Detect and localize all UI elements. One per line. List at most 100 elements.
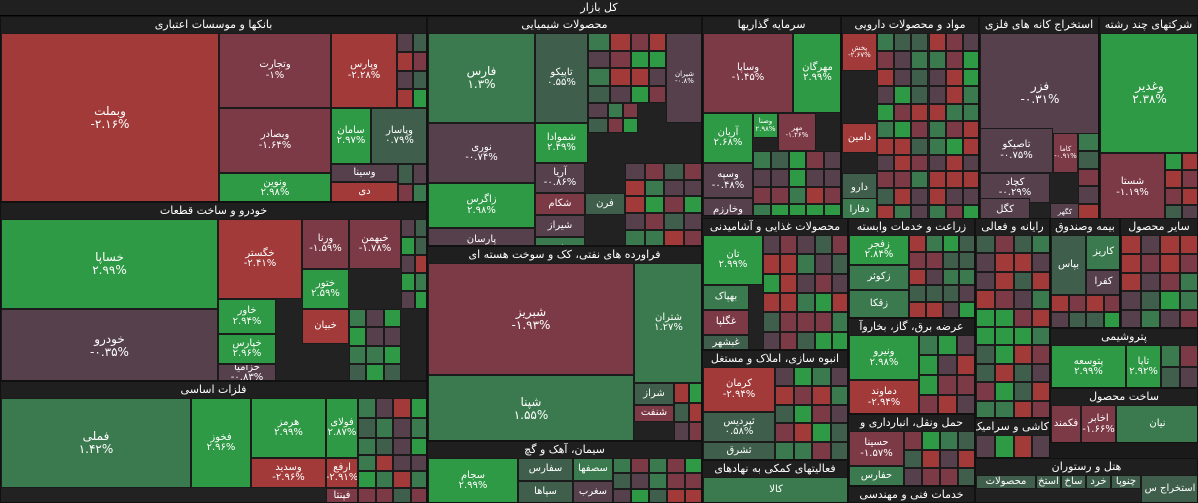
minor-stock-tile[interactable] xyxy=(1160,253,1180,273)
minor-stock-tile[interactable] xyxy=(401,255,415,273)
stock-tile[interactable]: مهرگان ۲.۹۹% xyxy=(793,33,840,113)
stock-tile[interactable]: وتجارت -۱% xyxy=(219,33,331,108)
sector-16[interactable]: خدمات فنی و مهندسی xyxy=(848,486,975,503)
minor-stock-tile[interactable] xyxy=(877,154,895,172)
sector-5[interactable]: شرکتهای چند رشته وغدیر ۲.۳۸% شستا -۱.۱۹% xyxy=(1099,16,1198,221)
minor-stock-tile[interactable] xyxy=(928,33,946,51)
stock-tile[interactable]: سغرب xyxy=(573,481,613,502)
minor-stock-tile[interactable] xyxy=(904,468,922,485)
minor-stock-tile[interactable] xyxy=(401,273,415,291)
minor-stock-tile[interactable] xyxy=(393,454,411,471)
minor-stock-tile[interactable] xyxy=(831,254,847,274)
stock-tile[interactable]: زفجر ۲.۸۴% xyxy=(849,235,909,265)
minor-stock-tile[interactable] xyxy=(1103,295,1119,312)
minor-stock-tile[interactable] xyxy=(414,255,426,273)
minor-stock-tile[interactable] xyxy=(398,183,413,201)
minor-stock-tile[interactable] xyxy=(1086,312,1104,327)
stock-tile[interactable]: دی xyxy=(331,182,398,201)
minor-stock-tile[interactable] xyxy=(962,205,978,220)
minor-stock-tile[interactable] xyxy=(788,151,807,169)
stock-tile[interactable]: شستا -۱.۱۹% xyxy=(1100,153,1165,220)
minor-stock-tile[interactable] xyxy=(383,327,401,346)
minor-stock-tile[interactable] xyxy=(959,285,974,303)
minor-stock-tile[interactable] xyxy=(780,331,798,349)
minor-stock-tile[interactable] xyxy=(894,137,912,155)
minor-stock-tile[interactable] xyxy=(1140,310,1160,327)
minor-stock-tile[interactable] xyxy=(358,398,376,418)
minor-stock-tile[interactable] xyxy=(959,251,974,269)
stock-tile[interactable]: پارسان-۰.۵% xyxy=(428,228,535,245)
stock-tile[interactable]: شنفت xyxy=(634,405,674,422)
stock-tile[interactable]: خبیان xyxy=(302,309,349,344)
minor-stock-tile[interactable] xyxy=(775,442,794,459)
minor-stock-tile[interactable] xyxy=(366,363,384,380)
minor-stock-tile[interactable] xyxy=(919,335,938,355)
minor-stock-tile[interactable] xyxy=(366,327,384,346)
stock-tile[interactable]: وبصادر -۱.۶۴% xyxy=(219,108,331,173)
sector-11[interactable]: انبوه سازی، املاک و مستغل کرمان -۲.۹۴% ثپرد… xyxy=(702,350,848,460)
minor-stock-tile[interactable] xyxy=(664,229,684,245)
sector-20[interactable]: پتروشیمی پتوسعه ۲.۹۹% تاپا ۲.۹۲% xyxy=(1050,328,1198,388)
minor-stock-tile[interactable] xyxy=(1051,312,1069,327)
minor-stock-tile[interactable] xyxy=(375,438,393,455)
minor-stock-tile[interactable] xyxy=(831,312,847,332)
minor-stock-tile[interactable] xyxy=(631,473,649,489)
minor-stock-tile[interactable] xyxy=(780,254,798,274)
minor-stock-tile[interactable] xyxy=(685,473,701,489)
minor-stock-tile[interactable] xyxy=(962,120,978,138)
minor-stock-tile[interactable] xyxy=(909,235,926,252)
minor-stock-tile[interactable] xyxy=(994,290,1014,309)
minor-stock-tile[interactable] xyxy=(770,168,789,187)
minor-stock-tile[interactable] xyxy=(911,68,929,87)
stock-tile[interactable]: کاما -۰.۹۱% xyxy=(1053,133,1078,173)
minor-stock-tile[interactable] xyxy=(806,186,825,205)
minor-stock-tile[interactable] xyxy=(1032,435,1049,457)
stock-tile[interactable]: سفارس xyxy=(518,458,573,481)
sector-12[interactable]: فعالیتهای کمکی به نهادهای کالا xyxy=(702,460,848,503)
minor-stock-tile[interactable] xyxy=(410,438,426,455)
minor-stock-tile[interactable] xyxy=(375,418,393,438)
minor-stock-tile[interactable] xyxy=(942,251,960,269)
minor-stock-tile[interactable] xyxy=(911,120,929,138)
minor-stock-tile[interactable] xyxy=(894,188,912,206)
minor-stock-tile[interactable] xyxy=(683,196,701,213)
sector-15[interactable]: حمل ونقل، انبارداری و حسینا -۱.۵۷% حفارس xyxy=(848,414,975,486)
minor-stock-tile[interactable] xyxy=(1140,235,1160,254)
minor-stock-tile[interactable] xyxy=(383,363,401,380)
minor-stock-tile[interactable] xyxy=(928,188,946,206)
stock-tile[interactable]: پخش -۲.۶۷% xyxy=(842,33,877,71)
minor-stock-tile[interactable] xyxy=(812,423,831,443)
minor-stock-tile[interactable] xyxy=(383,309,401,328)
minor-stock-tile[interactable] xyxy=(412,89,426,108)
minor-stock-tile[interactable] xyxy=(1032,308,1049,327)
minor-stock-tile[interactable] xyxy=(1179,235,1197,254)
minor-stock-tile[interactable] xyxy=(397,70,413,90)
stock-tile[interactable]: وسینا xyxy=(331,164,398,182)
minor-stock-tile[interactable] xyxy=(830,385,847,405)
stock-tile[interactable]: وساپا -۱.۴۵% xyxy=(703,33,793,113)
stock-tile[interactable]: فرن xyxy=(585,193,625,215)
stock-tile[interactable]: نیان xyxy=(1116,405,1197,442)
minor-stock-tile[interactable] xyxy=(1165,170,1182,188)
minor-stock-tile[interactable] xyxy=(393,398,411,418)
minor-stock-tile[interactable] xyxy=(1051,295,1069,312)
minor-stock-tile[interactable] xyxy=(413,183,426,201)
minor-stock-tile[interactable] xyxy=(928,137,946,155)
minor-stock-tile[interactable] xyxy=(812,367,831,386)
minor-stock-tile[interactable] xyxy=(824,186,840,205)
stock-tile[interactable]: شراز xyxy=(634,383,674,405)
minor-stock-tile[interactable] xyxy=(1179,253,1197,273)
stock-tile[interactable]: دفارا xyxy=(842,198,877,220)
sector-23[interactable]: هتل و رستوران محصولات استخ ساخ خرد چنوپا استخر… xyxy=(975,458,1198,503)
stock-tile[interactable]: زقکا xyxy=(849,290,909,317)
minor-stock-tile[interactable] xyxy=(1182,187,1197,205)
minor-stock-tile[interactable] xyxy=(925,251,943,269)
minor-stock-tile[interactable] xyxy=(763,235,781,255)
minor-stock-tile[interactable] xyxy=(775,385,794,405)
minor-stock-tile[interactable] xyxy=(683,229,701,245)
minor-stock-tile[interactable] xyxy=(358,418,376,438)
stock-tile[interactable]: شپارس xyxy=(535,237,585,245)
minor-stock-tile[interactable] xyxy=(1013,400,1033,417)
minor-stock-tile[interactable] xyxy=(911,205,929,220)
minor-stock-tile[interactable] xyxy=(648,85,666,103)
